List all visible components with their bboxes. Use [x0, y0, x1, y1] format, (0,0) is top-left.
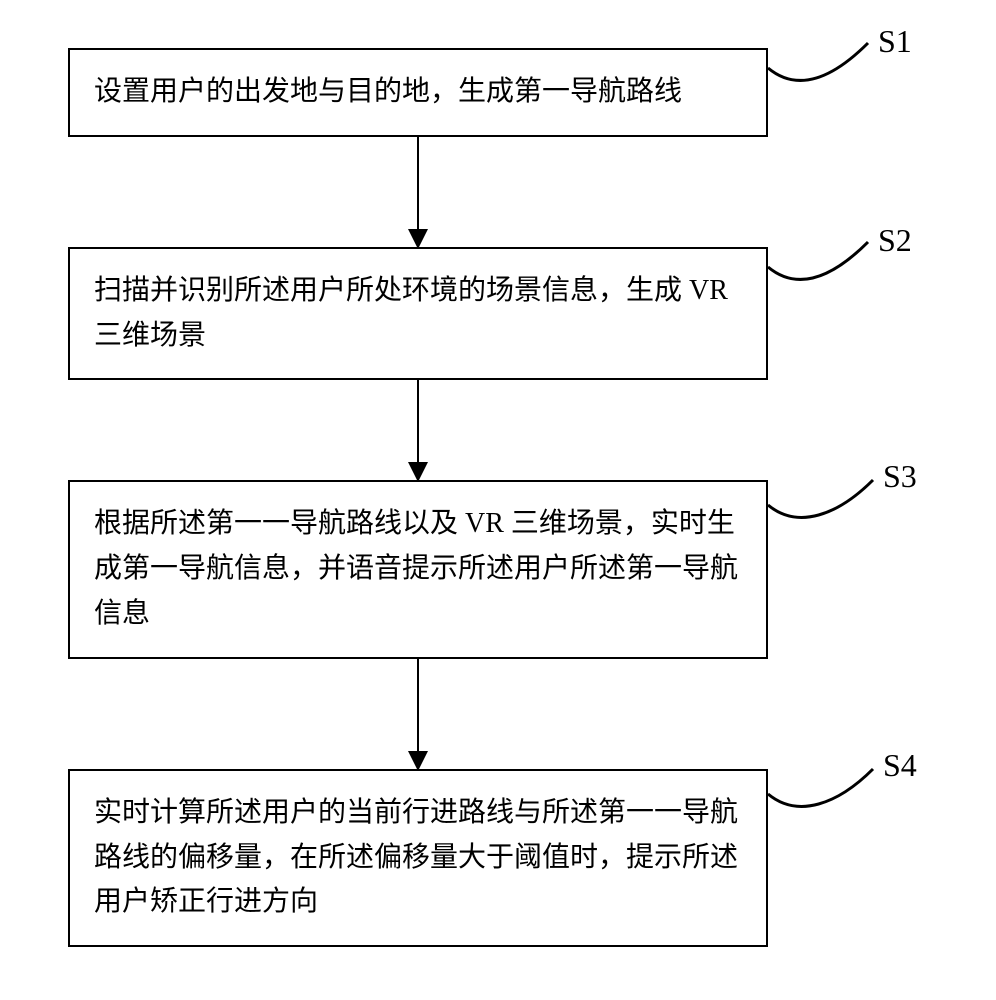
step-text: 扫描并识别所述用户所处环境的场景信息，生成 VR 三维场景	[94, 275, 728, 351]
step-box-s1: 设置用户的出发地与目的地，生成第一导航路线	[68, 48, 768, 137]
label-connector	[758, 729, 958, 849]
step-box-s4: 实时计算所述用户的当前行进路线与所述第一一导航路线的偏移量，在所述偏移量大于阈值…	[68, 769, 768, 947]
flow-arrow	[417, 137, 420, 247]
step-text: 根据所述第一一导航路线以及 VR 三维场景，实时生成第一导航信息，并语音提示所述…	[94, 508, 738, 629]
step-label-s4: S4	[883, 747, 917, 784]
label-connector	[758, 207, 958, 327]
step-text: 设置用户的出发地与目的地，生成第一导航路线	[94, 76, 682, 107]
flow-arrow	[417, 659, 420, 769]
step-label-s3: S3	[883, 458, 917, 495]
label-connector	[758, 8, 958, 128]
step-text: 实时计算所述用户的当前行进路线与所述第一一导航路线的偏移量，在所述偏移量大于阈值…	[94, 797, 738, 918]
step-box-s2: 扫描并识别所述用户所处环境的场景信息，生成 VR 三维场景	[68, 247, 768, 381]
step-label-s2: S2	[878, 222, 912, 259]
step-label-s1: S1	[878, 23, 912, 60]
step-box-s3: 根据所述第一一导航路线以及 VR 三维场景，实时生成第一导航信息，并语音提示所述…	[68, 480, 768, 658]
label-connector	[758, 440, 958, 560]
flowchart: 设置用户的出发地与目的地，生成第一导航路线S1扫描并识别所述用户所处环境的场景信…	[68, 48, 768, 947]
flow-arrow	[417, 380, 420, 480]
